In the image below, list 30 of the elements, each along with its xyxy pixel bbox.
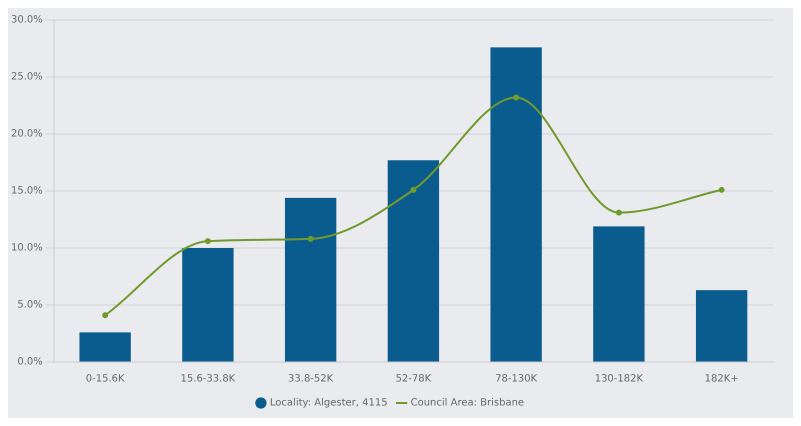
point — [204, 238, 211, 244]
bar — [696, 290, 748, 362]
bar — [182, 248, 234, 362]
y-tick-label: 10.0% — [10, 242, 43, 254]
y-tick-label: 5.0% — [17, 300, 43, 311]
bar — [388, 160, 440, 362]
legend-label: Council Area: Brisbane — [410, 398, 524, 409]
x-tick-label: 33.8-52K — [288, 374, 334, 385]
x-tick-label: 0-15.6K — [86, 374, 125, 385]
bar — [284, 198, 336, 362]
y-tick-label: 0.0% — [17, 356, 43, 368]
point — [308, 236, 314, 242]
x-tick-label: 78-130K — [495, 374, 538, 385]
x-tick-label: 130-182K — [594, 374, 644, 385]
x-tick-label: 182K+ — [704, 374, 739, 385]
y-tick-label: 30.0% — [10, 14, 43, 26]
point — [718, 186, 725, 193]
y-tick-label: 15.0% — [10, 186, 43, 197]
x-tick-label: 15.6-33.8K — [180, 374, 236, 385]
bar — [593, 226, 645, 362]
y-tick-label: 20.0% — [10, 128, 43, 140]
point — [616, 210, 622, 216]
bar — [490, 47, 542, 362]
bar — [79, 332, 131, 362]
point — [410, 186, 416, 193]
point — [513, 94, 520, 101]
x-tick-label: 52-78K — [396, 374, 432, 385]
legend-label: Locality: Algester, 4115 — [270, 398, 388, 409]
y-tick-label: 25.0% — [10, 72, 43, 83]
point — [102, 312, 108, 318]
